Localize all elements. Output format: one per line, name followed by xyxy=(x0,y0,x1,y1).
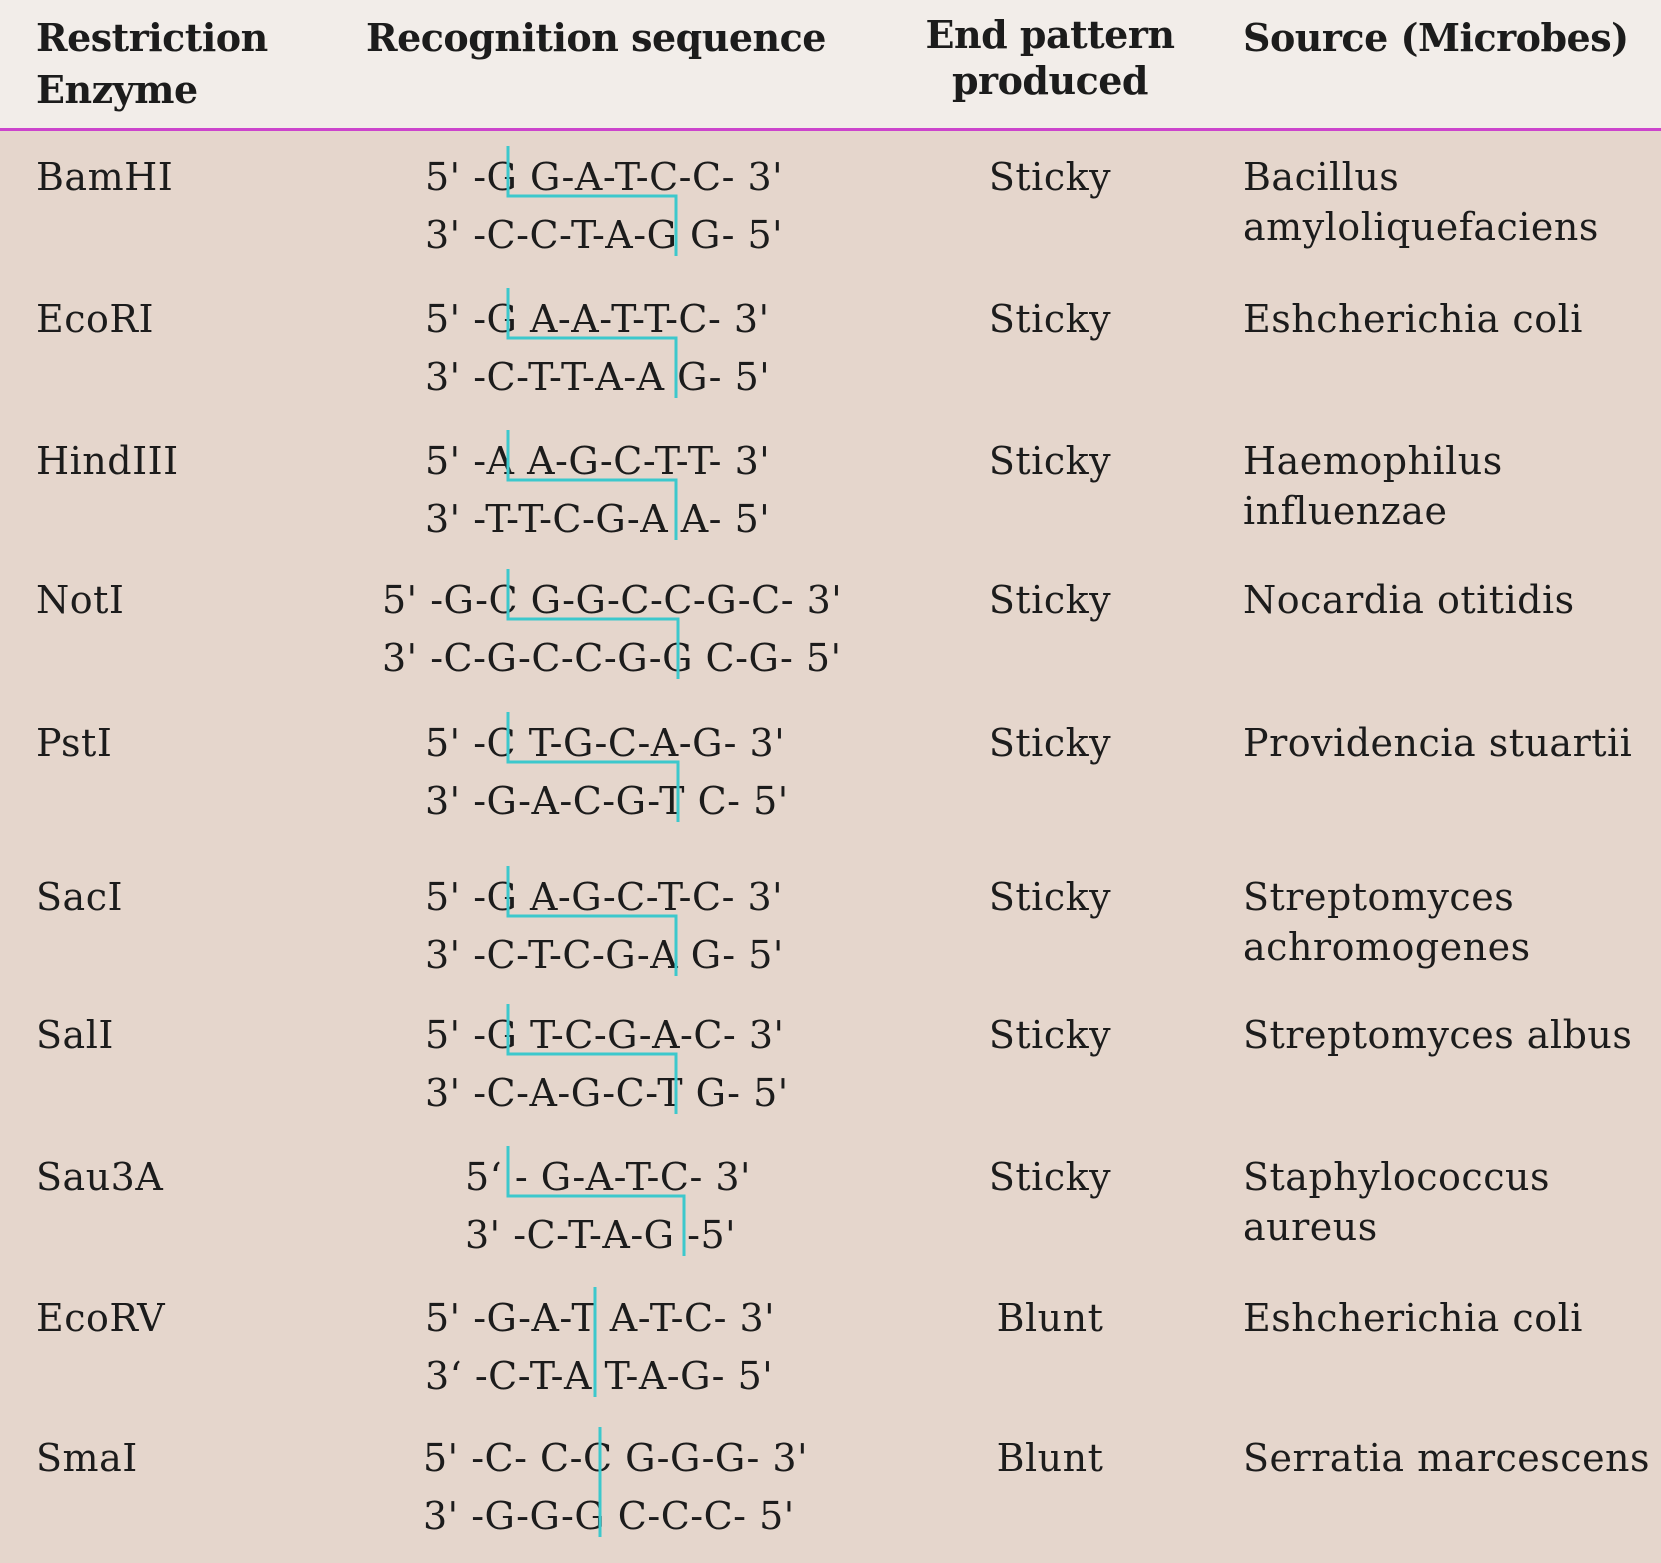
recognition-sequence: 5' -G A-G-C-T-C- 3' 3' -C-T-C-G-A G- 5' xyxy=(425,872,905,992)
source-line1: Haemophilus xyxy=(1243,439,1503,483)
table-header: Restriction Enzyme Recognition sequence … xyxy=(0,0,1661,131)
recognition-sequence: 5‘ - G-A-T-C- 3' 3' -C-T-A-G -5' xyxy=(465,1152,945,1272)
sequence-bottom-strand: 3' -G-G-G C-C-C- 5' xyxy=(423,1494,795,1538)
source-line2: amyloliquefaciens xyxy=(1243,205,1599,249)
cut-line xyxy=(506,1004,678,1114)
source-line1: Bacillus xyxy=(1243,155,1400,199)
sequence-bottom-strand: 3‘ -C-T-A T-A-G- 5' xyxy=(425,1354,774,1398)
source-line2: influenzae xyxy=(1243,489,1448,533)
cut-line xyxy=(506,288,678,398)
source-microbe: Haemophilus influenzae xyxy=(1243,436,1653,536)
source-microbe: Streptomyces albus xyxy=(1243,1010,1653,1060)
source-line1: Serratia marcescens xyxy=(1243,1436,1651,1480)
source-microbe: Eshcherichia coli xyxy=(1243,294,1653,344)
end-pattern: Sticky xyxy=(988,439,1112,483)
header-end-pattern: End pattern produced xyxy=(920,12,1180,104)
source-microbe: Eshcherichia coli xyxy=(1243,1293,1653,1343)
source-microbe: Bacillus amyloliquefaciens xyxy=(1243,152,1653,252)
source-line2: achromogenes xyxy=(1243,925,1531,969)
source-line1: Streptomyces xyxy=(1243,875,1515,919)
end-pattern: Sticky xyxy=(988,155,1112,199)
source-microbe: Nocardia otitidis xyxy=(1243,575,1653,625)
sequence-top-strand: 5' -C T-G-C-A-G- 3' xyxy=(425,721,786,765)
cut-site-marker xyxy=(506,288,678,398)
source-line1: Eshcherichia coli xyxy=(1243,297,1583,341)
source-microbe: Staphylococcus aureus xyxy=(1243,1152,1653,1252)
recognition-sequence: 5' -A A-G-C-T-T- 3' 3' -T-T-C-G-A A- 5' xyxy=(425,436,905,556)
cut-line xyxy=(506,569,680,679)
header-enzyme-line1: Restriction xyxy=(36,15,268,60)
source-line1: Staphylococcus aureus xyxy=(1243,1155,1550,1249)
sequence-bottom-strand: 3' -C-T-A-G -5' xyxy=(465,1213,737,1257)
sequence-bottom-strand: 3' -G-A-C-G-T C- 5' xyxy=(425,779,789,823)
cut-site-marker xyxy=(506,430,678,540)
cut-line xyxy=(506,146,678,256)
end-pattern: Sticky xyxy=(988,578,1112,622)
cut-site-marker xyxy=(506,866,678,976)
recognition-sequence: 5' -G A-A-T-T-C- 3' 3' -C-T-T-A-A G- 5' xyxy=(425,294,905,414)
cut-line xyxy=(506,1146,686,1256)
header-source: Source (Microbes) xyxy=(1243,15,1629,60)
sequence-top-strand: 5' -G-C G-G-C-C-G-C- 3' xyxy=(382,578,843,622)
cut-line xyxy=(506,712,680,822)
cut-site-marker xyxy=(506,569,680,679)
end-pattern: Sticky xyxy=(988,875,1112,919)
sequence-top-strand: 5' -G-A-T A-T-C- 3' xyxy=(425,1296,776,1340)
enzyme-name: SmaI xyxy=(36,1436,138,1480)
source-microbe: Providencia stuartii xyxy=(1243,718,1653,768)
cut-line xyxy=(506,430,678,540)
enzyme-name: PstI xyxy=(36,721,113,765)
end-pattern: Sticky xyxy=(988,1155,1112,1199)
sequence-bottom-strand: 3' -C-C-T-A-G G- 5' xyxy=(425,213,784,257)
sequence-top-strand: 5' -G G-A-T-C-C- 3' xyxy=(425,155,784,199)
end-pattern: Sticky xyxy=(988,297,1112,341)
enzyme-name: HindIII xyxy=(36,439,179,483)
sequence-top-strand: 5‘ - G-A-T-C- 3' xyxy=(465,1155,751,1199)
sequence-top-strand: 5' -G A-A-T-T-C- 3' xyxy=(425,297,770,341)
cut-site-marker xyxy=(506,1146,686,1256)
recognition-sequence: 5' -C T-G-C-A-G- 3' 3' -G-A-C-G-T C- 5' xyxy=(425,718,905,838)
enzyme-name: EcoRV xyxy=(36,1296,166,1340)
source-line1: Nocardia otitidis xyxy=(1243,578,1575,622)
cut-site-marker xyxy=(506,146,678,256)
enzyme-name: EcoRI xyxy=(36,297,155,341)
sequence-top-strand: 5' -G T-C-G-A-C- 3' xyxy=(425,1013,785,1057)
cut-site-marker xyxy=(506,712,680,822)
cut-line xyxy=(506,866,678,976)
recognition-sequence: 5' -G T-C-G-A-C- 3' 3' -C-A-G-C-T G- 5' xyxy=(425,1010,905,1130)
end-pattern: Blunt xyxy=(996,1436,1104,1480)
sequence-top-strand: 5' -A A-G-C-T-T- 3' xyxy=(425,439,771,483)
end-pattern: Blunt xyxy=(996,1296,1104,1340)
source-line1: Providencia stuartii xyxy=(1243,721,1633,765)
recognition-sequence: 5' -G-C G-G-C-C-G-C- 3' 3' -C-G-C-C-G-G C… xyxy=(382,575,862,695)
source-line1: Eshcherichia coli xyxy=(1243,1296,1583,1340)
sequence-bottom-strand: 3' -C-T-C-G-A G- 5' xyxy=(425,933,784,977)
cut-site-marker xyxy=(593,1287,597,1397)
enzyme-name: SacI xyxy=(36,875,123,919)
recognition-sequence: 5' -G-A-T A-T-C- 3' 3‘ -C-T-A T-A-G- 5' xyxy=(425,1293,905,1413)
enzyme-name: Sau3A xyxy=(36,1155,164,1199)
enzyme-name: BamHI xyxy=(36,155,174,199)
header-sequence: Recognition sequence xyxy=(366,15,826,60)
source-line1: Streptomyces albus xyxy=(1243,1013,1633,1057)
header-enzyme-line2: Enzyme xyxy=(36,67,198,112)
end-pattern: Sticky xyxy=(988,1013,1112,1057)
sequence-bottom-strand: 3' -T-T-C-G-A A- 5' xyxy=(425,497,771,541)
header-end-line2: produced xyxy=(951,58,1149,103)
header-end-line1: End pattern xyxy=(925,12,1175,57)
cut-site-marker xyxy=(506,1004,678,1114)
enzyme-name: SalI xyxy=(36,1013,114,1057)
sequence-bottom-strand: 3' -C-G-C-C-G-G C-G- 5' xyxy=(382,636,842,680)
enzyme-name: NotI xyxy=(36,578,125,622)
sequence-bottom-strand: 3' -C-A-G-C-T G- 5' xyxy=(425,1071,789,1115)
source-microbe: Serratia marcescens xyxy=(1243,1433,1653,1483)
source-microbe: Streptomyces achromogenes xyxy=(1243,872,1653,972)
cut-site-marker xyxy=(598,1427,602,1537)
recognition-sequence: 5' -G G-A-T-C-C- 3' 3' -C-C-T-A-G G- 5' xyxy=(425,152,905,272)
sequence-bottom-strand: 3' -C-T-T-A-A G- 5' xyxy=(425,355,771,399)
header-enzyme: Restriction Enzyme xyxy=(36,12,268,116)
end-pattern: Sticky xyxy=(988,721,1112,765)
sequence-top-strand: 5' -G A-G-C-T-C- 3' xyxy=(425,875,784,919)
